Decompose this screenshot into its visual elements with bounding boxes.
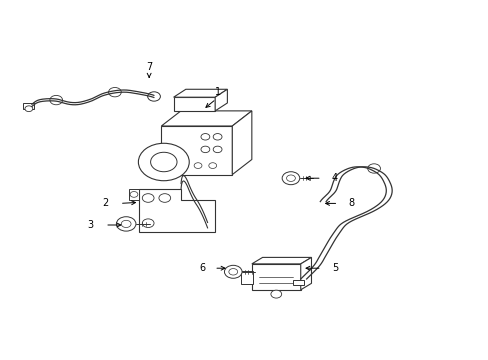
Bar (293, 280, 304, 285)
Text: 2: 2 (102, 198, 108, 208)
Circle shape (282, 172, 299, 185)
Circle shape (147, 92, 160, 101)
Polygon shape (139, 189, 215, 232)
Circle shape (367, 164, 380, 173)
Circle shape (108, 87, 121, 97)
Bar (161, 126, 232, 175)
Text: 1: 1 (214, 87, 220, 97)
Polygon shape (161, 111, 251, 126)
Bar (23, 103, 34, 109)
Circle shape (194, 163, 202, 168)
Bar (173, 97, 215, 111)
Polygon shape (215, 89, 227, 111)
Circle shape (224, 265, 242, 278)
Circle shape (213, 134, 222, 140)
Circle shape (228, 269, 237, 275)
Polygon shape (251, 257, 311, 264)
Polygon shape (128, 189, 139, 200)
Circle shape (121, 220, 131, 228)
Circle shape (130, 192, 138, 197)
Circle shape (286, 175, 295, 181)
Circle shape (50, 95, 62, 105)
Circle shape (201, 134, 209, 140)
Circle shape (142, 219, 154, 228)
Bar (241, 271, 253, 284)
Bar (251, 264, 300, 290)
Polygon shape (232, 111, 251, 175)
Circle shape (201, 146, 209, 153)
Circle shape (270, 290, 281, 298)
Text: 4: 4 (331, 173, 337, 183)
Circle shape (116, 217, 136, 231)
Circle shape (213, 146, 222, 153)
Polygon shape (300, 257, 311, 290)
Polygon shape (173, 89, 227, 97)
Circle shape (150, 152, 177, 172)
Circle shape (208, 163, 216, 168)
Ellipse shape (138, 143, 189, 181)
Text: 5: 5 (331, 263, 337, 273)
Circle shape (142, 194, 154, 202)
Text: 8: 8 (347, 198, 353, 208)
Circle shape (159, 194, 170, 202)
Text: 3: 3 (87, 220, 93, 230)
Text: 7: 7 (146, 62, 152, 72)
Circle shape (25, 106, 33, 112)
Text: 6: 6 (200, 263, 205, 273)
